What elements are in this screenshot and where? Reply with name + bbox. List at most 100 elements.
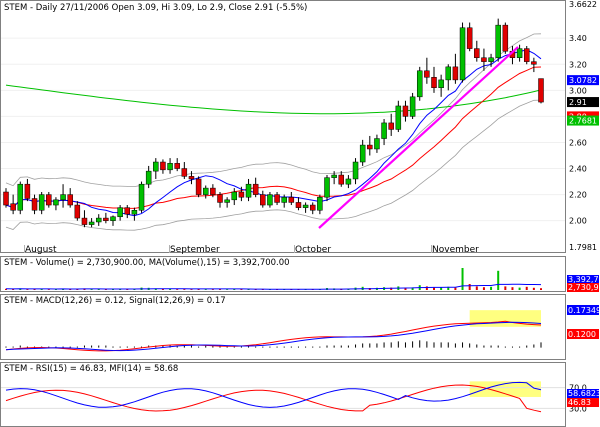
volume-header: STEM - Volume() = 2,730,900.00, MA(Volum… xyxy=(4,258,290,268)
candle-body xyxy=(138,183,145,211)
candle-body xyxy=(359,144,366,163)
month-label-october: October xyxy=(295,245,331,255)
candle-body xyxy=(245,183,252,198)
volume-bar xyxy=(47,289,50,290)
rsi-highlight-box xyxy=(469,381,541,397)
candle-body xyxy=(38,194,45,211)
volume-bar xyxy=(5,288,7,290)
candle-body xyxy=(74,204,81,219)
volume-bar xyxy=(240,289,243,290)
candle-body xyxy=(53,199,59,206)
candle-body xyxy=(488,57,494,62)
volume-bar xyxy=(433,287,435,290)
price-tick-label: 3.40 xyxy=(569,34,587,43)
mfi-line xyxy=(5,381,542,408)
price-badge xyxy=(567,75,599,86)
candle-body xyxy=(338,174,345,185)
volume-badge-label: 3,392,70 xyxy=(568,275,600,284)
candle-body xyxy=(281,196,287,203)
macd-signal-line xyxy=(5,321,542,352)
volume-bar xyxy=(126,289,129,290)
price-tick-label: 3.6622 xyxy=(569,0,597,9)
candle-body xyxy=(367,144,373,150)
candle-body xyxy=(502,24,509,52)
candle-body xyxy=(352,161,359,180)
candle-body xyxy=(67,194,73,206)
rsi-badge xyxy=(567,389,599,398)
volume-bar xyxy=(468,284,471,290)
candle-body xyxy=(416,70,423,98)
candle-body xyxy=(103,217,109,221)
month-label-november: November xyxy=(432,245,479,255)
price-header: STEM - Daily 27/11/2006 Open 3.09, Hi 3.… xyxy=(4,3,307,13)
candle-body xyxy=(217,194,223,203)
ma-short-line xyxy=(5,49,542,217)
volume-bar xyxy=(497,270,500,290)
rsi-header: STEM - RSI(15) = 46.83, MFI(14) = 58.68 xyxy=(4,364,178,374)
candle-body xyxy=(117,207,123,218)
candle-body xyxy=(331,174,337,178)
candle-body xyxy=(288,196,295,203)
candle-body xyxy=(153,161,159,172)
candle-body xyxy=(31,198,38,211)
candle-body xyxy=(474,48,480,58)
volume-bar xyxy=(26,289,29,290)
rsi-badge-label: 46.83 xyxy=(568,398,591,407)
candle-body xyxy=(174,163,180,169)
candle-body xyxy=(46,194,52,206)
candle-body xyxy=(231,191,238,201)
price-badge-label: 3.0782 xyxy=(569,76,597,85)
month-separators xyxy=(24,245,432,253)
volume-bar xyxy=(404,287,407,290)
macd-badge-label: 0.173494 xyxy=(568,306,600,315)
envelope-upper xyxy=(5,33,542,188)
volume-bar xyxy=(169,289,172,290)
rsi-line xyxy=(5,384,542,413)
candle-body xyxy=(317,196,323,211)
price-tick-label: 3.20 xyxy=(569,60,587,69)
candle-body xyxy=(374,138,380,150)
volume-bar xyxy=(261,289,264,290)
candle-body xyxy=(17,183,24,211)
candle-body xyxy=(95,217,102,223)
volume-bar xyxy=(12,289,15,290)
volume-bar xyxy=(490,286,493,290)
candle-body xyxy=(181,168,188,177)
volume-bar xyxy=(254,289,257,290)
rsi-tick-label: 70.0 xyxy=(569,384,587,393)
candle-body xyxy=(224,199,230,203)
candle-body xyxy=(274,194,280,203)
candle-body xyxy=(523,48,530,62)
volume-bar xyxy=(511,287,514,290)
rsi-badge-label: 58.6823 xyxy=(568,389,600,398)
candle-body xyxy=(60,194,66,201)
price-grid xyxy=(1,37,565,222)
volume-bar xyxy=(475,286,478,290)
candle-body xyxy=(324,177,330,198)
volume-bar xyxy=(219,289,221,290)
candle-body xyxy=(124,207,131,215)
price-badge xyxy=(567,97,599,108)
candle-body xyxy=(160,161,166,171)
envelope-lower xyxy=(5,99,542,231)
candle-body xyxy=(424,70,430,78)
candle-body xyxy=(195,178,202,195)
candle-body xyxy=(202,187,209,195)
candle-body xyxy=(431,77,437,88)
volume-bar xyxy=(161,288,164,290)
candle-body xyxy=(466,27,473,49)
volume-bar xyxy=(97,289,100,290)
volume-bar xyxy=(211,289,214,290)
volume-bar xyxy=(233,289,236,290)
rsi-tick-label: 30.0 xyxy=(569,404,587,413)
candle-body xyxy=(81,217,88,225)
volume-ma-line xyxy=(5,283,542,290)
volume-bar xyxy=(183,289,186,290)
candle-body xyxy=(409,96,416,117)
volume-bar xyxy=(440,287,443,290)
candle-body xyxy=(516,48,523,58)
macd-indicator xyxy=(5,310,542,352)
candle-body xyxy=(295,202,302,208)
candle-body xyxy=(445,66,452,81)
